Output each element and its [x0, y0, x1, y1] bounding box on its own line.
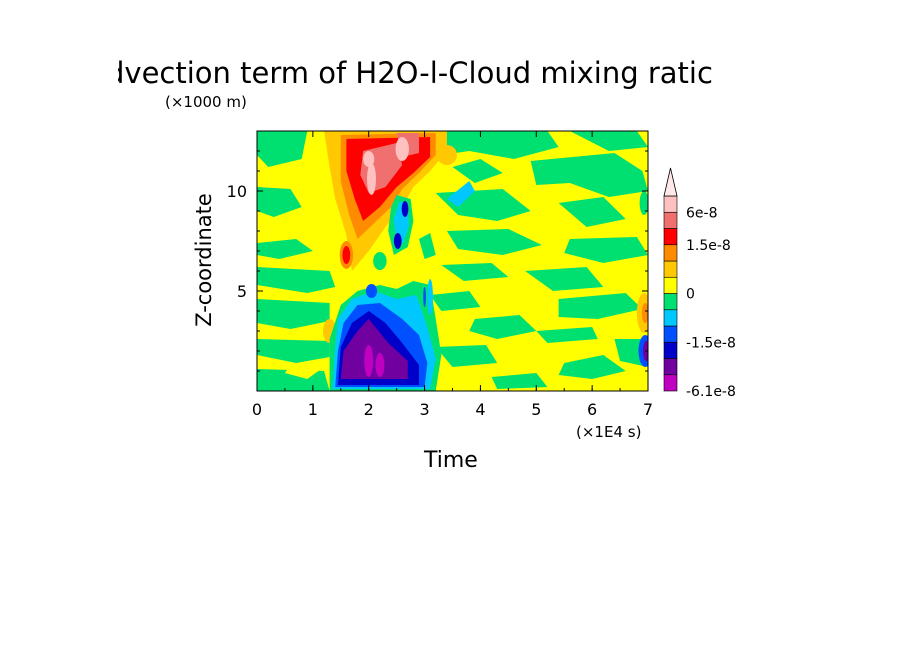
heatmap-field: [257, 131, 648, 391]
patch-green: [558, 355, 626, 379]
patch-green: [452, 159, 503, 183]
x-axis-label: Time: [424, 448, 478, 473]
core-magenta: [375, 353, 385, 377]
colorbar-swatch: [663, 341, 678, 359]
patch-yellow: [284, 365, 325, 379]
patch-green: [536, 327, 598, 343]
patch-green: [430, 291, 481, 311]
patch-green: [469, 315, 537, 339]
colorbar-swatch: [663, 260, 678, 278]
colorbar-swatch: [663, 293, 678, 311]
x-axis: 0 1 2 3 4 5 6 7: [252, 131, 653, 419]
chart-title: dvection term of H2O-l-Cloud mixing rati…: [118, 56, 713, 90]
patch-green: [558, 293, 643, 319]
colorbar-swatch: [663, 211, 678, 229]
patch-dark-orange: [641, 303, 648, 323]
x-axis-unit: (×1E4 s): [576, 423, 642, 441]
filament-cyan: [427, 279, 433, 315]
core-purple: [340, 319, 408, 379]
colorbar-swatch: [663, 244, 678, 262]
core-pink: [395, 137, 409, 161]
filament-blue: [401, 201, 409, 217]
colorbar-label: 1.5e-8: [686, 238, 731, 254]
colorbar-swatch: [663, 325, 678, 343]
core-pink: [363, 151, 375, 167]
filament-green: [418, 233, 436, 259]
patch-green: [257, 267, 336, 293]
patch-green: [257, 299, 330, 329]
patch-green: [569, 131, 648, 151]
patch-red: [342, 246, 351, 264]
x-tick-label: 5: [531, 400, 541, 419]
colorbar-swatch: [663, 374, 678, 392]
colorbar-label: -6.1e-8: [686, 384, 736, 400]
x-tick-label: 7: [643, 400, 653, 419]
patch-green: [525, 267, 604, 291]
patch-green: [257, 239, 313, 259]
patch-green: [441, 263, 509, 281]
colorbar-swatch: [663, 358, 678, 376]
colorbar-extend-arrow: [663, 167, 678, 197]
patch-green: [446, 229, 542, 255]
patch-green: [491, 373, 548, 389]
patch-green: [257, 187, 302, 217]
y-tick-label: 5: [237, 282, 247, 301]
filament-cyan: [446, 181, 475, 207]
y-axis: 5 10: [227, 150, 648, 372]
x-tick-label: 6: [587, 400, 597, 419]
x-tick-label: 2: [364, 400, 374, 419]
colorbar-swatch: [663, 276, 678, 294]
y-tick-label: 10: [227, 182, 247, 201]
x-tick-label: 0: [252, 400, 262, 419]
filament-blue: [393, 233, 402, 249]
patch-green: [430, 131, 559, 159]
x-tick-label: 1: [308, 400, 318, 419]
colorbar-label: 0: [686, 287, 695, 303]
patch-green: [257, 131, 308, 167]
patch-green: [257, 339, 330, 363]
colorbar-swatch: [663, 228, 678, 246]
colorbar-label: 6e-8: [686, 205, 717, 221]
colorbar-swatch: [663, 309, 678, 327]
patch-green: [530, 153, 648, 197]
patch-orange: [436, 145, 457, 165]
patch-green: [558, 197, 626, 227]
filament-blue: [365, 284, 378, 298]
patch-green: [639, 191, 648, 215]
x-tick-label: 4: [475, 400, 485, 419]
filament-blue: [423, 287, 426, 307]
colorbar: 6e-8 1.5e-8 0 -1.5e-8 -6.1e-8: [663, 167, 736, 400]
core-pink: [367, 163, 376, 195]
colorbar-swatch: [663, 195, 678, 213]
patch-green: [435, 345, 498, 367]
patch-green: [564, 237, 648, 263]
y-axis-unit: (×1000 m): [165, 93, 247, 111]
x-tick-label: 3: [419, 400, 429, 419]
filament-green: [373, 252, 387, 270]
core-magenta: [364, 345, 374, 377]
colorbar-label: -1.5e-8: [686, 335, 736, 351]
